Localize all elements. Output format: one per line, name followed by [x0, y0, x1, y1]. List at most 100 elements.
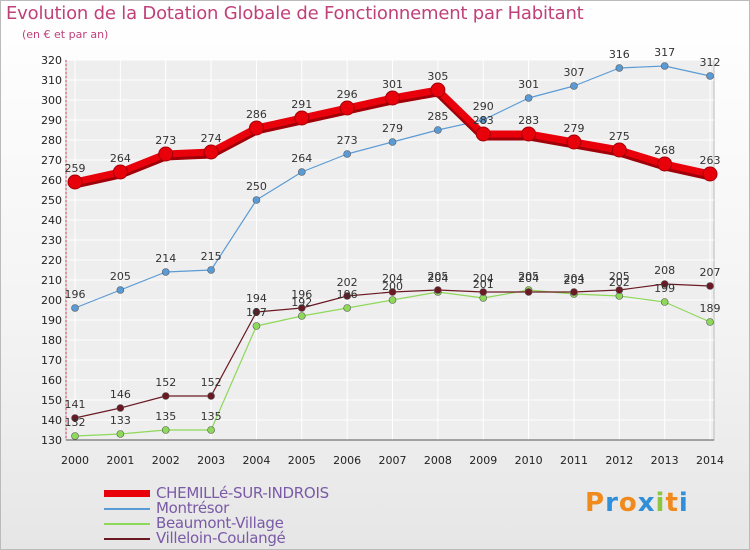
y-tick-label: 180	[41, 334, 62, 347]
legend-swatch	[104, 508, 150, 510]
data-point-2	[207, 426, 215, 434]
data-point-3	[706, 282, 714, 290]
data-label-0: 283	[473, 114, 494, 127]
data-label-2: 192	[291, 296, 312, 309]
y-tick-label: 280	[41, 134, 62, 147]
data-label-2: 135	[201, 410, 222, 423]
data-point-2	[116, 430, 125, 438]
y-tick-label: 240	[41, 214, 62, 227]
x-tick-label: 2003	[197, 454, 225, 467]
data-point-3	[116, 404, 125, 412]
data-label-0: 275	[609, 130, 630, 143]
data-label-0: 264	[110, 152, 131, 165]
y-tick-label: 300	[41, 94, 62, 107]
chart-legend: CHEMILLé-SUR-INDROIS Montrésor Beaumont-Vi…	[104, 484, 434, 547]
data-point-1	[71, 304, 79, 312]
data-point-0	[294, 110, 310, 126]
data-point-1	[524, 94, 533, 102]
chart-title: Evolution de la Dotation Globale de Fonc…	[6, 3, 584, 24]
data-point-3	[660, 280, 669, 288]
x-tick-label: 2005	[288, 454, 316, 467]
data-point-1	[706, 72, 714, 80]
data-point-3	[207, 392, 215, 400]
data-point-1	[660, 62, 669, 70]
data-label-2: 189	[700, 302, 721, 315]
data-label-0: 274	[201, 132, 222, 145]
data-point-2	[660, 298, 669, 306]
data-label-0: 301	[382, 78, 403, 91]
data-label-0: 268	[654, 144, 675, 157]
x-tick-label: 2001	[106, 454, 134, 467]
x-tick-label: 2004	[242, 454, 270, 467]
legend-item: Montrésor	[104, 499, 434, 517]
data-label-1: 215	[201, 250, 222, 263]
data-label-2: 187	[246, 306, 267, 319]
chart-subtitle: (en € et par an)	[22, 28, 109, 41]
data-point-2	[71, 432, 79, 440]
data-point-0	[67, 174, 83, 190]
data-label-1: 301	[518, 78, 539, 91]
x-tick-label: 2008	[424, 454, 452, 467]
y-tick-label: 150	[41, 394, 62, 407]
data-label-0: 291	[291, 98, 312, 111]
data-point-3	[434, 286, 442, 294]
data-label-2: 199	[654, 282, 675, 295]
logo-letter: i	[655, 488, 666, 518]
logo-letter: P	[585, 488, 606, 518]
data-label-2: 196	[337, 288, 358, 301]
data-point-1	[252, 196, 261, 204]
logo-letter: i	[678, 488, 689, 518]
data-point-1	[434, 126, 442, 134]
data-label-1: 316	[609, 48, 630, 61]
y-tick-label: 130	[41, 434, 62, 447]
data-label-0: 296	[337, 88, 358, 101]
data-label-1: 196	[65, 288, 86, 301]
data-label-2: 205	[518, 270, 539, 283]
y-tick-label: 140	[41, 414, 62, 427]
data-point-1	[343, 150, 351, 158]
legend-item: CHEMILLé-SUR-INDROIS	[104, 484, 434, 502]
data-point-2	[252, 322, 261, 330]
data-label-2: 133	[110, 414, 131, 427]
data-label-1: 279	[382, 122, 403, 135]
y-tick-label: 190	[41, 314, 62, 327]
data-label-1: 312	[700, 56, 721, 69]
data-point-0	[248, 120, 264, 136]
data-point-2	[343, 304, 351, 312]
data-point-0	[112, 164, 128, 180]
data-point-1	[161, 268, 170, 276]
x-tick-label: 2012	[605, 454, 633, 467]
y-tick-label: 200	[41, 294, 62, 307]
y-tick-label: 210	[41, 274, 62, 287]
data-label-3: 146	[110, 388, 131, 401]
logo-letter: r	[605, 488, 619, 518]
data-label-3: 194	[246, 292, 267, 305]
data-point-3	[615, 286, 624, 294]
data-label-3: 207	[700, 266, 721, 279]
data-point-2	[297, 312, 306, 320]
logo-letter: x	[637, 488, 656, 518]
data-label-3: 204	[382, 272, 403, 285]
data-point-2	[161, 426, 170, 434]
y-tick-label: 320	[41, 54, 62, 67]
y-tick-label: 290	[41, 114, 62, 127]
data-point-3	[252, 308, 261, 316]
legend-label: Beaumont-Village	[156, 514, 284, 532]
data-label-1: 250	[246, 180, 267, 193]
data-point-3	[479, 288, 488, 296]
y-tick-label: 220	[41, 254, 62, 267]
x-tick-label: 2014	[696, 454, 724, 467]
data-point-1	[297, 168, 306, 176]
data-point-3	[343, 292, 351, 300]
data-label-1: 317	[654, 46, 675, 59]
data-label-3: 205	[609, 270, 630, 283]
x-tick-label: 2011	[560, 454, 588, 467]
data-label-2: 135	[155, 410, 176, 423]
legend-item: Beaumont-Village	[104, 514, 434, 532]
data-label-2: 204	[427, 272, 448, 285]
data-label-2: 202	[609, 276, 630, 289]
data-point-0	[430, 82, 446, 98]
data-point-1	[207, 266, 215, 274]
data-point-0	[158, 146, 174, 162]
